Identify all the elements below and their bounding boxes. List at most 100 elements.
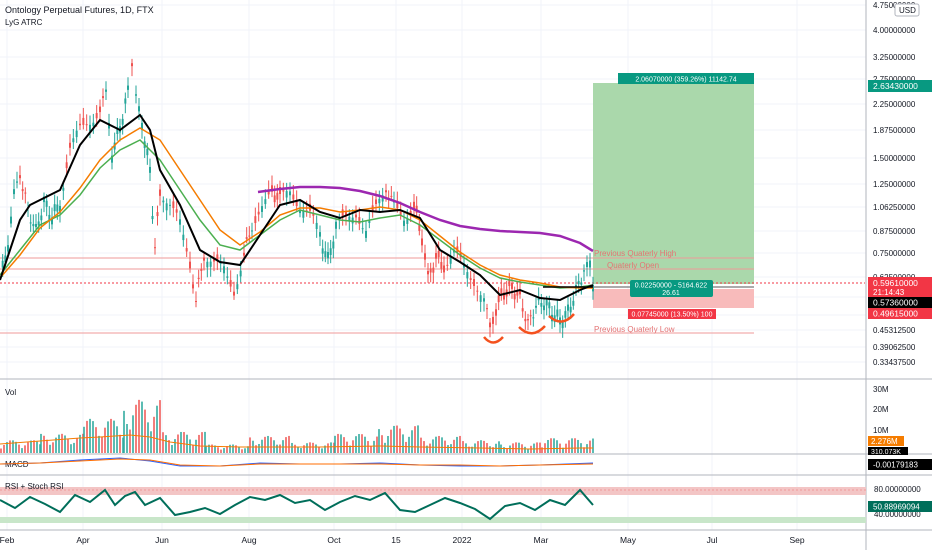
- candle-body: [209, 261, 212, 267]
- entry-price-badge: 0.57360000: [873, 298, 918, 308]
- volume-bar: [220, 449, 222, 453]
- candle-body: [245, 237, 248, 240]
- volume-bar: [12, 440, 14, 453]
- volume-bar: [18, 444, 20, 453]
- candle-body: [1, 260, 4, 268]
- entry-label-line1: 0.02250000 - 5164.622: [635, 283, 708, 290]
- currency-badge-bg[interactable]: [894, 3, 920, 17]
- volume-bar: [27, 442, 29, 453]
- volume-bar: [192, 445, 194, 453]
- volume-bar: [346, 441, 348, 453]
- volume-bar: [315, 444, 317, 453]
- volume-ma-line: [0, 434, 593, 450]
- volume-bar: [468, 446, 470, 453]
- profit-zone[interactable]: [593, 83, 754, 284]
- candle-body: [53, 204, 56, 212]
- volume-bar: [498, 441, 500, 453]
- volume-bar: [79, 434, 81, 453]
- volume-bar: [61, 433, 63, 453]
- volume-bar: [489, 446, 491, 453]
- candle-body: [548, 302, 551, 309]
- volume-bar: [480, 440, 482, 453]
- volume-bar: [539, 442, 541, 453]
- candle-body: [335, 221, 337, 229]
- volume-bar: [180, 431, 182, 453]
- candle-body: [443, 265, 445, 273]
- volume-bar: [83, 426, 85, 453]
- candle-body: [264, 199, 267, 205]
- volume-bar: [592, 438, 594, 453]
- rsi-badge-bg: [868, 501, 932, 512]
- volume-bar: [168, 440, 170, 453]
- candle-body: [32, 224, 35, 227]
- volume-bar: [571, 438, 573, 453]
- candle-body: [279, 187, 281, 195]
- volume-bar: [405, 441, 407, 453]
- candle-body: [156, 212, 159, 217]
- candle-body: [169, 204, 171, 206]
- countdown-timer: 21:14:43: [873, 288, 905, 297]
- candle-body: [489, 322, 491, 328]
- volume-bar: [144, 409, 146, 453]
- candle-body: [121, 118, 124, 125]
- volume-bar: [107, 421, 109, 453]
- pattern-arc-right: [548, 313, 575, 323]
- candle-body: [151, 215, 154, 220]
- candle-body: [267, 190, 270, 195]
- volume-bar: [208, 444, 210, 453]
- volume-bar: [211, 444, 213, 453]
- candle-body: [292, 194, 295, 200]
- time-axis[interactable]: Feb Apr Jun Aug Oct 15 2022 Mar May Jul Sep: [0, 535, 805, 545]
- volume-bar: [477, 441, 479, 453]
- rsi-oversold-band: [0, 517, 866, 523]
- candle-body: [569, 306, 572, 313]
- volume-bar: [119, 434, 121, 453]
- candle-body: [271, 185, 273, 192]
- volume-bar: [58, 434, 60, 453]
- volume-bar: [270, 437, 272, 453]
- volume-bar: [95, 427, 97, 453]
- candle-body: [446, 264, 449, 266]
- candle-body: [236, 284, 239, 290]
- price-candles: [1, 58, 594, 338]
- candle-body: [75, 130, 78, 138]
- volume-bar: [506, 448, 508, 453]
- stop-label-bg: [628, 309, 716, 319]
- candle-body: [65, 162, 68, 169]
- volume-bar: [399, 428, 401, 453]
- volume-bar: [297, 447, 299, 453]
- currency-badge[interactable]: USD: [899, 6, 916, 15]
- stop-price-badge: 0.49615000: [873, 309, 918, 319]
- rsi-tick-40: 40.00000000: [874, 510, 921, 519]
- volume-bars: [0, 399, 594, 453]
- candle-body: [355, 214, 357, 218]
- candle-body: [589, 260, 591, 268]
- volume-bar: [101, 436, 103, 453]
- position-tool[interactable]: [593, 83, 754, 308]
- candle-body: [513, 293, 516, 300]
- vol-ma-badge: 2.276M: [871, 437, 898, 446]
- volume-bar: [204, 431, 206, 453]
- volume-bar: [483, 440, 485, 453]
- candle-body: [437, 250, 440, 258]
- candle-body: [4, 255, 7, 263]
- candle-body: [486, 308, 488, 310]
- volume-bar: [123, 410, 125, 453]
- volume-bar: [183, 432, 185, 453]
- candle-body: [511, 282, 513, 289]
- candle-body: [35, 224, 37, 228]
- time-tick-label: Aug: [241, 535, 256, 545]
- ma-orange-line: [0, 127, 593, 289]
- price-tick-label: 0.87500000: [873, 227, 916, 236]
- volume-bar: [414, 426, 416, 453]
- macd-line: [0, 457, 594, 467]
- candle-body: [45, 200, 48, 207]
- volume-bar: [201, 432, 203, 453]
- volume-bar: [574, 438, 576, 453]
- volume-bar: [533, 443, 535, 453]
- time-tick-label: Jun: [155, 535, 169, 545]
- volume-bar: [568, 440, 570, 453]
- ma-purple-line: [257, 185, 594, 253]
- volume-bar: [198, 434, 200, 453]
